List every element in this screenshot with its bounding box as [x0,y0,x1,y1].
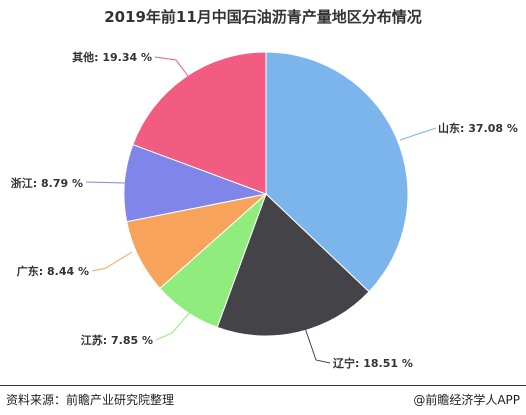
leader-line-5 [85,181,126,184]
brand-credit: @前瞻经济学人APP [413,393,520,407]
leader-line-6 [154,56,195,85]
pie-slice-6 [132,51,267,195]
leader-line-2 [302,321,331,364]
pie-slice-2 [216,193,370,337]
source-note: 资料来源：前瞻产业研究院整理 [6,393,175,407]
slice-label-2: 辽宁: 18.51 % [333,356,413,370]
slice-label-5: 浙江: 8.79 % [11,176,83,190]
pie-chart: 山东: 37.08 % 辽宁: 18.51 % 江苏: 7.85 % 广东: 8.44… [11,50,518,370]
pie-slice-1 [265,51,409,293]
leader-line-4 [91,251,133,272]
footer-divider [0,385,526,386]
slice-label-1: 山东: 37.08 % [438,121,518,135]
footer: 资料来源：前瞻产业研究院整理 @前瞻经济学人APP [0,385,526,415]
slice-label-6: 其他: 19.34 % [72,50,152,64]
slice-label-3: 江苏: 7.85 % [81,333,153,347]
slice-label-4: 广东: 8.44 % [17,264,89,278]
leader-line-1 [399,127,437,141]
chart-title: 2019年前11月中国石油沥青产量地区分布情况 [104,8,422,26]
leader-line-3 [155,311,191,341]
